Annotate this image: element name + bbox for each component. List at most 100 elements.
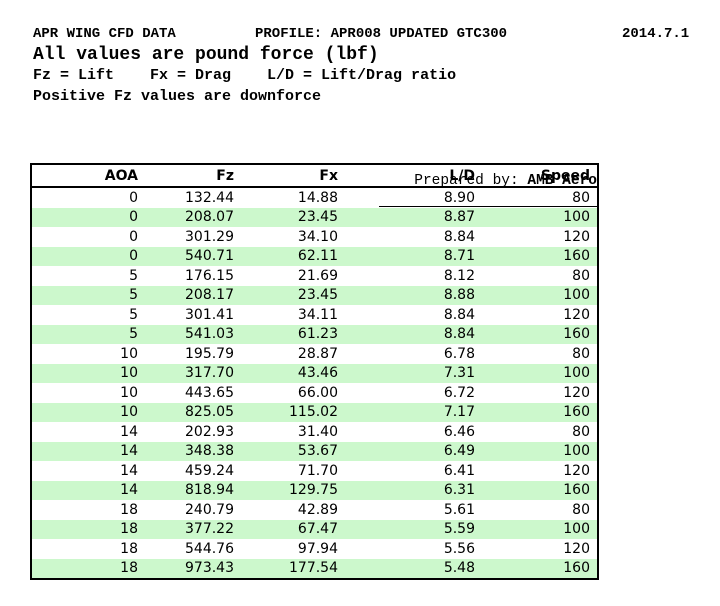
table-row: 10 825.05 115.02 7.17 160 <box>31 402 598 422</box>
table-row: 14 348.38 53.67 6.49 100 <box>31 441 598 461</box>
version-date: 2014.7.1 <box>622 26 690 42</box>
downforce-note: Positive Fz values are downforce <box>33 88 322 105</box>
cell-ld: 6.31 <box>443 482 475 499</box>
cell-speed: 100 <box>563 521 590 538</box>
cell-fz: 301.41 <box>185 306 234 323</box>
cell-fx: 23.45 <box>297 209 338 226</box>
cell-speed: 100 <box>563 365 590 382</box>
cell-fx: 66.00 <box>297 384 338 401</box>
cell-fx: 177.54 <box>289 560 338 577</box>
cell-fx: 34.10 <box>297 228 338 245</box>
cell-aoa: 5 <box>129 267 138 284</box>
cell-aoa: 10 <box>120 404 138 421</box>
table-row: 10 317.70 43.46 7.31 100 <box>31 363 598 383</box>
cell-ld: 7.31 <box>443 365 475 382</box>
cell-aoa: 18 <box>120 521 138 538</box>
cell-aoa: 0 <box>129 189 138 206</box>
cell-aoa: 14 <box>120 482 138 499</box>
cell-ld: 6.49 <box>443 443 475 460</box>
col-header-aoa: AOA <box>31 164 145 188</box>
cell-speed: 80 <box>572 267 590 284</box>
cell-fx: 71.70 <box>297 462 338 479</box>
cell-speed: 120 <box>563 228 590 245</box>
cell-aoa: 14 <box>120 462 138 479</box>
cell-fz: 459.24 <box>185 462 234 479</box>
cell-ld: 5.59 <box>443 521 475 538</box>
cell-ld: 5.61 <box>443 501 475 518</box>
cell-fx: 34.11 <box>297 306 338 323</box>
cell-fx: 14.88 <box>297 189 338 206</box>
cell-aoa: 5 <box>129 326 138 343</box>
table-row: 0 208.07 23.45 8.87 100 <box>31 207 598 227</box>
cell-ld: 8.90 <box>443 189 475 206</box>
table-row: 18 544.76 97.94 5.56 120 <box>31 539 598 559</box>
cell-fx: 43.46 <box>297 365 338 382</box>
cell-speed: 100 <box>563 209 590 226</box>
report-title: APR WING CFD DATA <box>33 26 176 42</box>
col-header-fx: Fx <box>241 164 345 188</box>
units-note: All values are pound force (lbf) <box>33 45 379 65</box>
table-row: 0 132.44 14.88 8.90 80 <box>31 187 598 208</box>
cell-fz: 176.15 <box>185 267 234 284</box>
cell-ld: 6.72 <box>443 384 475 401</box>
table-row: 18 973.43 177.54 5.48 160 <box>31 558 598 579</box>
cell-fz: 825.05 <box>185 404 234 421</box>
cell-fx: 31.40 <box>297 423 338 440</box>
cell-fx: 61.23 <box>297 326 338 343</box>
cfd-data-table: AOA Fz Fx L/D Speed 0 132.44 14.88 8.90 … <box>30 163 599 580</box>
cell-speed: 100 <box>563 287 590 304</box>
cell-speed: 120 <box>563 306 590 323</box>
cell-fz: 301.29 <box>185 228 234 245</box>
cell-fx: 62.11 <box>297 248 338 265</box>
cell-fz: 540.71 <box>185 248 234 265</box>
table-row: 5 208.17 23.45 8.88 100 <box>31 285 598 305</box>
cell-fz: 973.43 <box>185 560 234 577</box>
col-header-ld: L/D <box>345 164 482 188</box>
cell-fx: 53.67 <box>297 443 338 460</box>
cell-ld: 8.88 <box>443 287 475 304</box>
cell-speed: 80 <box>572 345 590 362</box>
cell-aoa: 0 <box>129 209 138 226</box>
cell-fx: 23.45 <box>297 287 338 304</box>
cell-speed: 160 <box>563 326 590 343</box>
cell-fz: 240.79 <box>185 501 234 518</box>
cell-ld: 8.71 <box>443 248 475 265</box>
cell-ld: 8.84 <box>443 326 475 343</box>
cfd-table-container: AOA Fz Fx L/D Speed 0 132.44 14.88 8.90 … <box>30 163 599 580</box>
table-row: 18 377.22 67.47 5.59 100 <box>31 519 598 539</box>
cell-ld: 5.56 <box>443 540 475 557</box>
cell-fx: 28.87 <box>297 345 338 362</box>
cell-ld: 8.12 <box>443 267 475 284</box>
profile-label: PROFILE: APR008 UPDATED GTC300 <box>255 26 508 42</box>
table-row: 14 459.24 71.70 6.41 120 <box>31 461 598 481</box>
table-row: 14 202.93 31.40 6.46 80 <box>31 422 598 442</box>
cell-aoa: 5 <box>129 287 138 304</box>
table-row: 0 540.71 62.11 8.71 160 <box>31 246 598 266</box>
cell-fz: 544.76 <box>185 540 234 557</box>
cell-ld: 8.87 <box>443 209 475 226</box>
cell-fx: 67.47 <box>297 521 338 538</box>
col-header-fz: Fz <box>145 164 241 188</box>
cell-speed: 80 <box>572 501 590 518</box>
cell-fz: 208.07 <box>185 209 234 226</box>
cell-aoa: 10 <box>120 384 138 401</box>
table-row: 10 195.79 28.87 6.78 80 <box>31 344 598 364</box>
cell-fx: 42.89 <box>297 501 338 518</box>
table-row: 5 541.03 61.23 8.84 160 <box>31 324 598 344</box>
table-row: 14 818.94 129.75 6.31 160 <box>31 480 598 500</box>
cell-speed: 80 <box>572 423 590 440</box>
cell-fz: 348.38 <box>185 443 234 460</box>
table-row: 10 443.65 66.00 6.72 120 <box>31 383 598 403</box>
cell-aoa: 0 <box>129 228 138 245</box>
cell-ld: 7.17 <box>443 404 475 421</box>
legend-note: Fz = Lift Fx = Drag L/D = Lift/Drag rati… <box>33 67 457 84</box>
cell-speed: 100 <box>563 443 590 460</box>
cell-aoa: 18 <box>120 560 138 577</box>
cell-fz: 202.93 <box>185 423 234 440</box>
cell-aoa: 10 <box>120 365 138 382</box>
cell-ld: 8.84 <box>443 228 475 245</box>
cell-speed: 160 <box>563 404 590 421</box>
cell-ld: 8.84 <box>443 306 475 323</box>
table-body: 0 132.44 14.88 8.90 80 0 208.07 23.45 8.… <box>31 187 598 579</box>
cell-fz: 541.03 <box>185 326 234 343</box>
